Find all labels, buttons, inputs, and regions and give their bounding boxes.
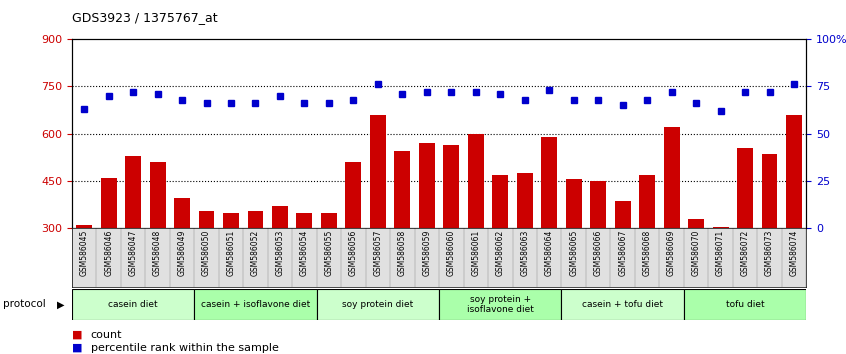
- Bar: [492, 175, 508, 228]
- Bar: [663, 127, 679, 228]
- Text: GSM586054: GSM586054: [300, 230, 309, 276]
- Bar: [72, 289, 195, 320]
- Bar: [370, 115, 386, 228]
- Bar: [562, 289, 684, 320]
- Bar: [615, 201, 630, 228]
- Bar: [272, 206, 288, 228]
- Text: ■: ■: [72, 343, 82, 353]
- Text: GSM586073: GSM586073: [765, 230, 774, 276]
- Text: GSM586048: GSM586048: [153, 230, 162, 276]
- Bar: [199, 211, 215, 228]
- Bar: [316, 289, 439, 320]
- Bar: [640, 175, 655, 228]
- Bar: [566, 179, 582, 228]
- Text: GSM586053: GSM586053: [276, 230, 284, 276]
- Bar: [76, 225, 92, 228]
- Text: GSM586071: GSM586071: [716, 230, 725, 276]
- Text: GSM586056: GSM586056: [349, 230, 358, 276]
- Text: ▶: ▶: [57, 299, 64, 309]
- Text: GSM586046: GSM586046: [104, 230, 113, 276]
- Text: GSM586072: GSM586072: [740, 230, 750, 276]
- Bar: [688, 219, 704, 228]
- Text: GSM586062: GSM586062: [496, 230, 505, 276]
- Text: GSM586055: GSM586055: [324, 230, 333, 276]
- Text: soy protein +
isoflavone diet: soy protein + isoflavone diet: [467, 295, 534, 314]
- Text: GSM586064: GSM586064: [545, 230, 554, 276]
- Text: protocol: protocol: [3, 299, 46, 309]
- Bar: [419, 143, 435, 228]
- Bar: [468, 133, 484, 228]
- Text: GSM586065: GSM586065: [569, 230, 578, 276]
- Bar: [786, 115, 802, 228]
- Bar: [737, 148, 753, 228]
- Bar: [517, 173, 533, 228]
- Bar: [591, 181, 606, 228]
- Bar: [125, 156, 141, 228]
- Text: GSM586058: GSM586058: [398, 230, 407, 276]
- Text: GSM586063: GSM586063: [520, 230, 530, 276]
- Text: GSM586059: GSM586059: [422, 230, 431, 276]
- Bar: [345, 162, 361, 228]
- Text: GSM586069: GSM586069: [667, 230, 676, 276]
- Bar: [439, 289, 562, 320]
- Text: ■: ■: [72, 330, 82, 339]
- Text: tofu diet: tofu diet: [726, 300, 764, 309]
- Text: GSM586074: GSM586074: [789, 230, 799, 276]
- Bar: [248, 211, 263, 228]
- Bar: [101, 178, 117, 228]
- Text: casein + tofu diet: casein + tofu diet: [582, 300, 663, 309]
- Bar: [684, 289, 806, 320]
- Bar: [541, 137, 558, 228]
- Bar: [296, 212, 312, 228]
- Bar: [174, 198, 190, 228]
- Text: GSM586057: GSM586057: [373, 230, 382, 276]
- Text: soy protein diet: soy protein diet: [343, 300, 414, 309]
- Bar: [443, 145, 459, 228]
- Bar: [223, 212, 239, 228]
- Text: percentile rank within the sample: percentile rank within the sample: [91, 343, 278, 353]
- Text: GSM586052: GSM586052: [251, 230, 260, 276]
- Text: GSM586067: GSM586067: [618, 230, 627, 276]
- Bar: [150, 162, 166, 228]
- Bar: [712, 227, 728, 228]
- Text: count: count: [91, 330, 122, 339]
- Text: GSM586060: GSM586060: [447, 230, 456, 276]
- Text: GSM586070: GSM586070: [691, 230, 700, 276]
- Text: GSM586049: GSM586049: [178, 230, 187, 276]
- Text: GSM586066: GSM586066: [594, 230, 602, 276]
- Bar: [195, 289, 316, 320]
- Bar: [321, 212, 337, 228]
- Text: casein diet: casein diet: [108, 300, 158, 309]
- Text: GDS3923 / 1375767_at: GDS3923 / 1375767_at: [72, 11, 217, 24]
- Text: casein + isoflavone diet: casein + isoflavone diet: [201, 300, 310, 309]
- Bar: [761, 154, 777, 228]
- Text: GSM586045: GSM586045: [80, 230, 89, 276]
- Text: GSM586051: GSM586051: [227, 230, 235, 276]
- Bar: [394, 151, 410, 228]
- Text: GSM586061: GSM586061: [471, 230, 481, 276]
- Text: GSM586068: GSM586068: [643, 230, 651, 276]
- Text: GSM586050: GSM586050: [202, 230, 211, 276]
- Text: GSM586047: GSM586047: [129, 230, 138, 276]
